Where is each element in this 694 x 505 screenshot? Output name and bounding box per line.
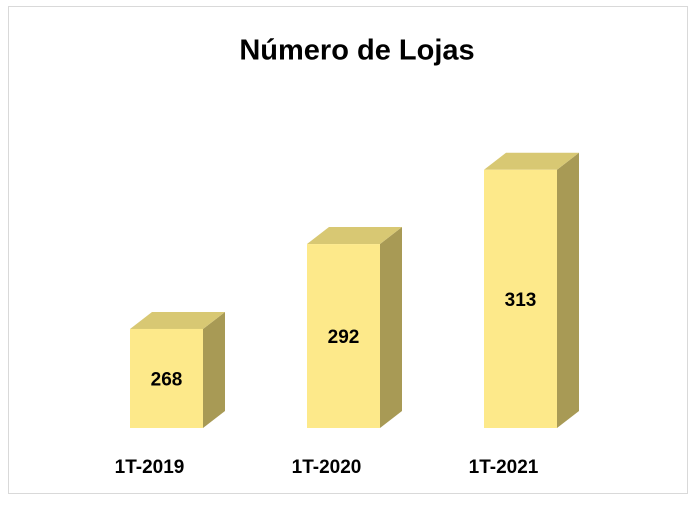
bar-top xyxy=(484,152,579,170)
bar-side xyxy=(557,152,579,428)
bar xyxy=(307,244,380,428)
bar-top xyxy=(130,311,225,329)
x-tick-label: 1T-2019 xyxy=(115,457,185,478)
data-label: 292 xyxy=(328,327,360,348)
data-label: 313 xyxy=(505,290,537,311)
x-tick-label: 1T-2021 xyxy=(469,457,539,478)
bar-side xyxy=(203,311,225,428)
bar xyxy=(484,169,557,428)
bar xyxy=(130,328,203,428)
bar-side xyxy=(380,227,402,428)
x-tick-label: 1T-2020 xyxy=(292,457,362,478)
bar-top xyxy=(307,227,402,245)
chart-title: Número de Lojas xyxy=(239,35,474,67)
data-label: 268 xyxy=(151,369,183,390)
